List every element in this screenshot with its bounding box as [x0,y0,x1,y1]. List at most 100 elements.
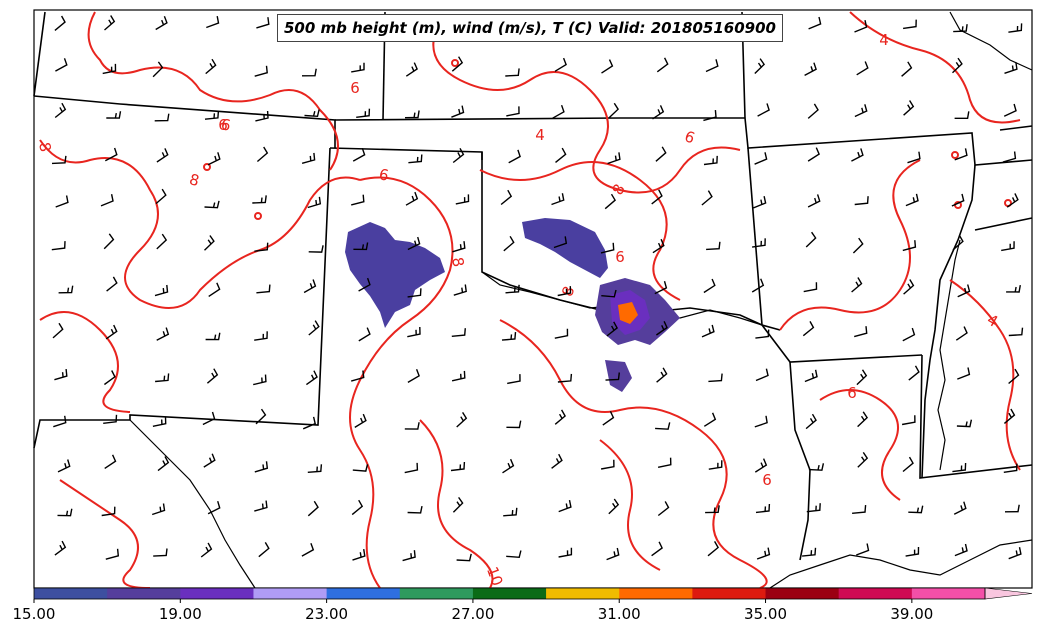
wind-barb [256,146,269,163]
wind-barb [605,372,620,381]
wind-barb [854,20,868,33]
contour-label: 8 [187,170,201,190]
wind-barb [657,501,670,517]
wind-barb [352,548,366,561]
wind-barb [856,61,869,76]
wind-barb [905,546,920,557]
wind-barb [851,277,863,293]
wind-barb [501,332,517,341]
wind-barb [55,195,69,208]
wind-barb [254,500,268,512]
wind-barb [103,370,116,386]
wind-barb [155,373,170,383]
wind-barb [554,328,569,339]
wind-barb [407,326,421,338]
wind-barb [805,413,817,430]
wind-barb [905,193,919,207]
wind-barb [206,368,219,384]
wind-barb [307,464,323,473]
colorbar-segment [399,588,474,599]
wind-barb [451,105,465,118]
contour-label: 6 [218,116,228,134]
wind-barb [1008,327,1024,337]
wind-barb [808,463,825,471]
wind-barb [152,416,167,427]
wind-barb [600,242,615,254]
wind-barb [708,460,723,470]
wind-barb [754,152,768,165]
wind-barb [755,503,771,514]
wind-barb [957,284,971,298]
wind-barb [851,148,864,162]
wind-barb [254,65,268,77]
wind-barb [951,193,965,207]
wind-barb [756,547,771,560]
wind-barb [804,62,817,77]
colorbar-outline [33,587,986,600]
contour-label: 6 [378,165,391,184]
wind-barb [857,452,869,468]
wind-barb [207,500,221,515]
wind-barb [652,238,665,254]
wind-barb [156,233,168,250]
wind-barb [55,58,68,72]
wind-barb [1002,151,1017,163]
wind-barb [856,543,870,556]
wind-barb [100,194,114,207]
wind-barb [655,146,667,162]
wind-barb [553,236,568,249]
colorbar-ticks: 15.00 19.00 23.00 27.00 31.00 35.00 39.00 [13,599,933,623]
wind-barb [558,499,572,513]
wind-barb [1004,504,1020,513]
wind-barb [558,547,573,558]
wind-barb [852,237,864,254]
wind-barb [554,409,566,425]
contour-label: 6 [220,115,233,134]
wind-barb [1003,103,1017,117]
wind-barb [206,15,220,29]
colorbar-segment [326,588,401,599]
wind-barb [607,152,621,165]
wind-barb [102,63,117,75]
wind-barb [308,320,320,336]
wind-barb [254,331,268,341]
wind-barb [701,324,715,338]
wind-barb [502,458,515,474]
wind-barb [806,503,821,513]
wind-barb [407,369,420,384]
wind-barb [805,231,817,248]
wind-barb [703,412,717,427]
wind-barb [303,279,317,294]
wind-barb [804,369,818,383]
wind-barb [551,453,563,469]
wind-barb [505,284,520,294]
wind-barb [955,326,968,341]
wind-barb [506,420,522,429]
wind-barb [903,100,915,116]
wind-barb [57,459,71,473]
wind-barb [601,289,617,298]
wind-barb [903,279,915,295]
wind-barb [54,15,66,31]
wind-barb [307,500,319,517]
wind-barb [557,373,573,383]
wind-barb [256,17,270,29]
wind-barb [407,288,422,298]
wind-barb [307,196,322,209]
wind-barb [600,459,615,470]
wind-barb [757,103,770,117]
wind-barb [606,321,619,337]
wind-barb [207,152,221,166]
wind-barb [52,322,64,339]
contour-label: 10 [483,564,506,588]
wind-barb [153,548,168,557]
contour-label: 8 [448,256,467,269]
wind-barb [856,369,868,386]
contour-label: 6 [350,79,360,97]
wind-barb [857,411,869,428]
wind-barb [254,461,269,473]
wind-barb [954,543,968,557]
wind-barb [156,327,170,341]
wind-barb [101,506,116,517]
wind-barb [808,16,822,30]
